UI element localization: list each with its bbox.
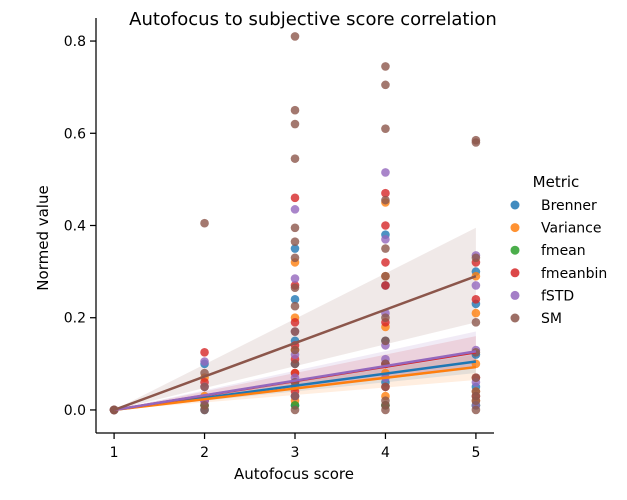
data-point: [471, 138, 481, 147]
data-point: [471, 373, 481, 382]
data-point: [290, 318, 300, 327]
legend-label: fmean: [541, 243, 586, 259]
data-point: [381, 221, 390, 230]
data-point: [471, 271, 481, 281]
y-tick-label: 0.8: [64, 34, 86, 50]
data-point: [290, 391, 300, 401]
data-point: [381, 258, 390, 267]
confidence-band: [114, 227, 476, 410]
regression-line: [113, 365, 477, 412]
legend-label: Brenner: [541, 198, 597, 214]
legend-label: fmeanbin: [541, 266, 607, 282]
regression-lines: [113, 275, 477, 412]
data-point: [290, 32, 300, 41]
legend-marker: [510, 268, 520, 278]
legend-label: Variance: [541, 221, 601, 237]
legend-title: Metric: [533, 173, 580, 191]
data-point: [290, 237, 300, 246]
legend-marker: [510, 200, 520, 210]
x-axis-label: Autofocus score: [234, 465, 354, 483]
legend: Metric Brenner Variance fmean fmeanbin fSTD S…: [510, 173, 607, 327]
data-point: [290, 244, 300, 253]
data-point: [200, 218, 209, 228]
data-point: [200, 348, 209, 357]
legend-marker: [510, 313, 520, 323]
legend-label: fSTD: [541, 288, 574, 304]
data-point: [381, 281, 390, 290]
x-tick-label: 2: [200, 445, 209, 461]
data-point: [381, 313, 390, 323]
data-point: [471, 308, 481, 318]
data-point: [290, 283, 300, 293]
x-tick-label: 5: [471, 445, 480, 461]
data-point: [381, 62, 390, 71]
data-point: [381, 244, 390, 253]
y-tick-label: 0.2: [64, 311, 86, 327]
data-point: [381, 195, 390, 205]
data-point: [381, 80, 390, 90]
chart-title: Autofocus to subjective score correlatio…: [129, 9, 497, 30]
data-point: [381, 382, 390, 392]
data-point: [471, 281, 481, 290]
data-point: [290, 359, 300, 369]
y-tick-label: 0.4: [64, 219, 86, 235]
confidence-band: [114, 336, 476, 410]
data-point: [471, 253, 481, 263]
x-tick-label: 4: [381, 445, 390, 461]
data-point: [200, 357, 209, 366]
data-point: [471, 318, 481, 327]
data-point: [381, 124, 390, 133]
legend-label: SM: [541, 311, 562, 327]
y-axis-label: Normed value: [34, 185, 52, 290]
legend-marker: [510, 245, 520, 255]
data-point: [290, 154, 300, 163]
data-point: [381, 188, 390, 198]
y-tick-label: 0.6: [64, 126, 86, 142]
data-point: [290, 345, 300, 355]
data-point: [290, 274, 300, 283]
data-point: [290, 301, 300, 311]
y-ticks: 0.0 0.2 0.4 0.6 0.8: [64, 34, 96, 419]
data-point: [381, 336, 390, 346]
legend-marker: [510, 290, 520, 300]
data-point: [381, 271, 390, 281]
data-point: [471, 405, 481, 415]
data-point: [381, 168, 390, 177]
data-point: [471, 294, 481, 304]
data-point: [290, 294, 300, 304]
regression-line: [113, 350, 477, 412]
y-tick-label: 0.0: [64, 403, 86, 419]
x-tick-label: 3: [291, 445, 300, 461]
data-point: [290, 327, 300, 336]
legend-marker: [510, 223, 520, 233]
x-ticks: 1 2 3 4 5: [110, 433, 480, 461]
x-tick-label: 1: [110, 445, 119, 461]
data-point: [290, 193, 300, 203]
data-point: [200, 382, 209, 392]
data-point: [290, 205, 300, 214]
data-point: [290, 223, 300, 233]
data-point: [381, 235, 390, 244]
data-point: [290, 105, 300, 115]
regression-line: [113, 275, 477, 412]
data-point: [290, 253, 300, 263]
data-point: [471, 396, 481, 406]
data-point: [290, 405, 300, 415]
data-point: [290, 119, 300, 129]
data-point: [381, 405, 390, 415]
confidence-band: [114, 354, 476, 410]
data-point: [200, 405, 209, 415]
